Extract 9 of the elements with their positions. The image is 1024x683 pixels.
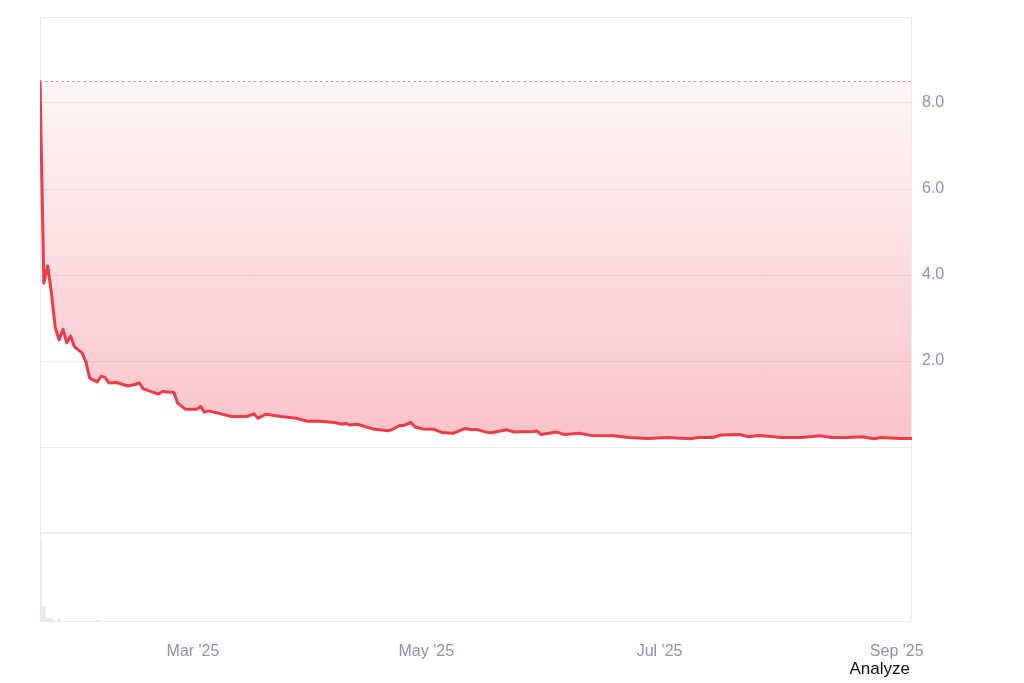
y-tick-label: 6.0 [922, 179, 945, 197]
y-tick-label: 8.0 [922, 93, 945, 111]
x-tick-label: Mar '25 [166, 642, 220, 660]
x-tick-label: May '25 [398, 642, 455, 660]
y-tick-label: 4.0 [922, 265, 945, 283]
y-tick-label: 2.0 [922, 351, 945, 369]
x-tick-label: Jul '25 [636, 642, 683, 660]
text: Analyze [849, 659, 910, 679]
x-tick-label: Sep '25 [869, 642, 924, 660]
